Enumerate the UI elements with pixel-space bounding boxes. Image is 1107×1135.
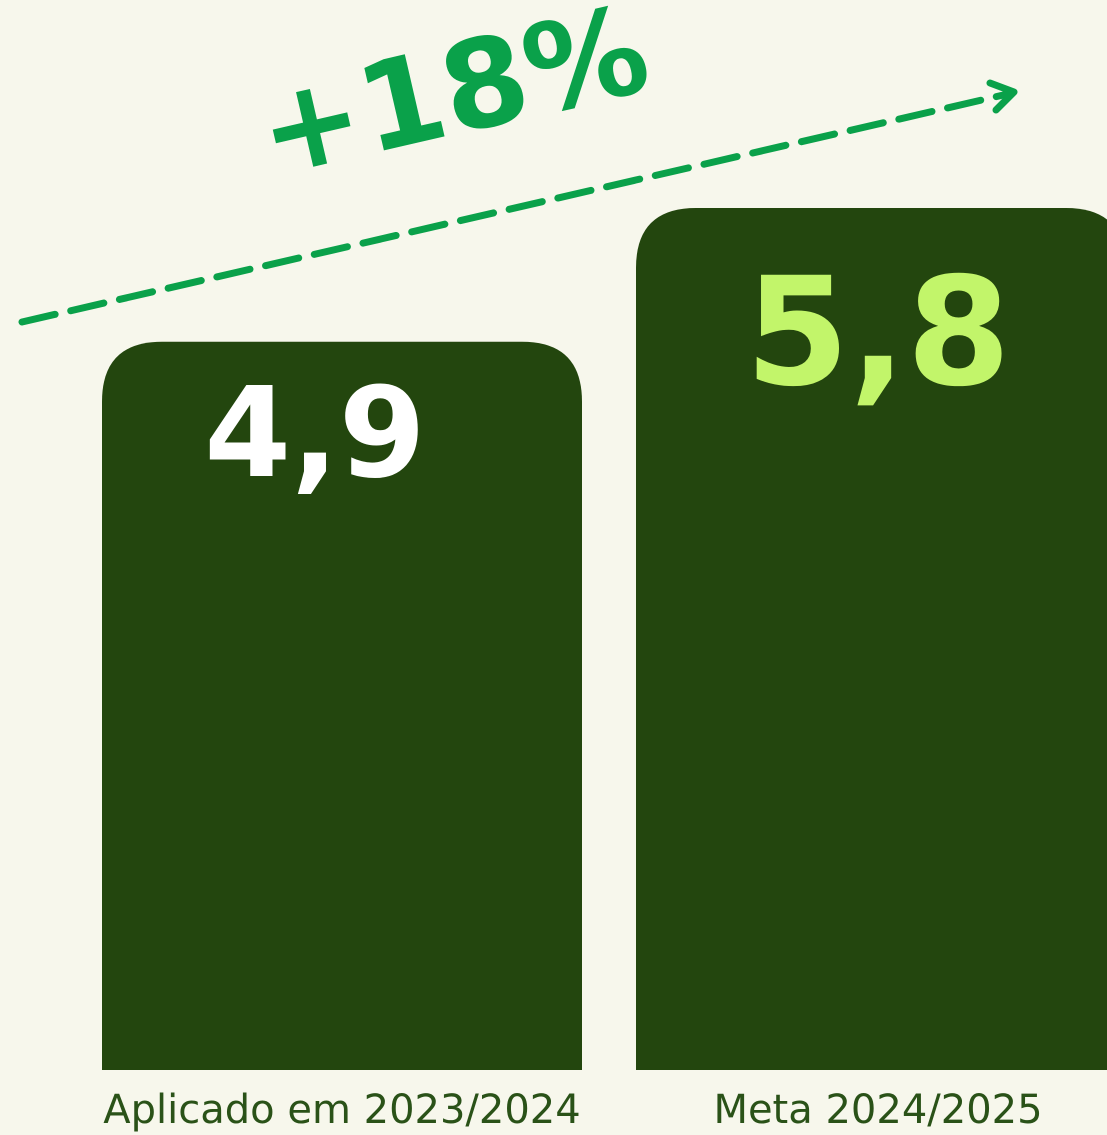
bar [636, 208, 1107, 1070]
x-tick-label: Meta 2024/2025 [713, 1087, 1042, 1133]
arrow-head [986, 79, 1018, 114]
value-label: 5,8 [745, 246, 1011, 420]
x-tick-label: Aplicado em 2023/2024 [103, 1087, 580, 1133]
bar [102, 341, 582, 1070]
value-label: 4,9 [204, 361, 425, 506]
trend-arrow [18, 89, 1016, 326]
